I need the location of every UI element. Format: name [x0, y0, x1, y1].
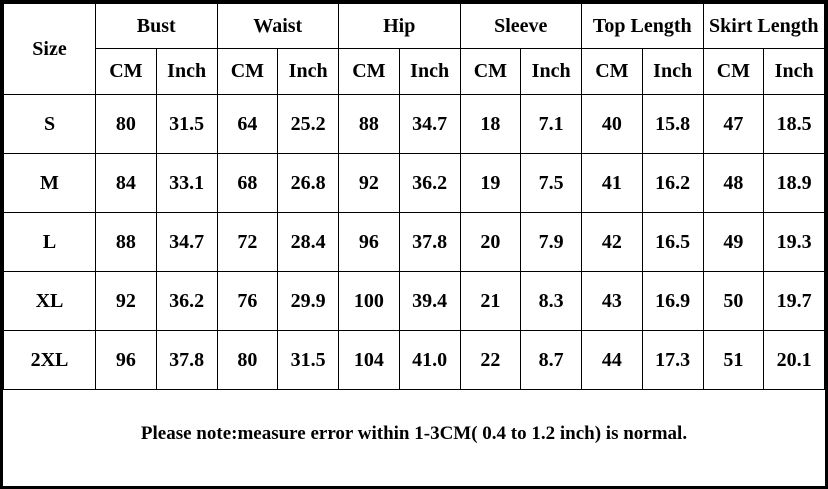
- unit-header: CM: [702, 48, 765, 95]
- value-cell: 34.7: [398, 94, 461, 154]
- value-cell: 88: [95, 212, 157, 272]
- unit-header: Inch: [398, 48, 461, 95]
- group-header: Hip: [338, 3, 461, 49]
- group-header: Bust: [95, 3, 218, 49]
- value-cell: 25.2: [277, 94, 339, 154]
- value-cell: 72: [216, 212, 279, 272]
- value-cell: 16.2: [641, 153, 704, 213]
- unit-header: CM: [581, 48, 643, 95]
- size-cell: 2XL: [3, 330, 96, 390]
- data-row: M 84 33.1 68 26.8 92 36.2 19 7.5 41 16.2 48 18.9: [3, 153, 825, 213]
- value-cell: 68: [216, 153, 279, 213]
- size-table: Size Bust Waist Hip Sleeve Top Length Skirt Le…: [3, 3, 825, 478]
- value-cell: 36.2: [155, 271, 218, 331]
- value-cell: 100: [338, 271, 400, 331]
- size-cell: XL: [3, 271, 96, 331]
- value-cell: 48: [702, 153, 765, 213]
- unit-header: CM: [95, 48, 157, 95]
- value-cell: 18: [459, 94, 522, 154]
- value-cell: 17.3: [641, 330, 704, 390]
- value-cell: 104: [338, 330, 400, 390]
- data-row: XL 92 36.2 76 29.9 100 39.4 21 8.3 43 16.9 50 19.7: [3, 271, 825, 331]
- value-cell: 34.7: [155, 212, 218, 272]
- size-cell: L: [3, 212, 96, 272]
- size-cell: M: [3, 153, 96, 213]
- value-cell: 64: [216, 94, 279, 154]
- value-cell: 7.9: [520, 212, 582, 272]
- value-cell: 8.3: [520, 271, 582, 331]
- value-cell: 33.1: [155, 153, 218, 213]
- unit-header: CM: [459, 48, 522, 95]
- value-cell: 92: [338, 153, 400, 213]
- unit-header: Inch: [155, 48, 218, 95]
- data-row: L 88 34.7 72 28.4 96 37.8 20 7.9 42 16.5 49 19.3: [3, 212, 825, 272]
- value-cell: 31.5: [155, 94, 218, 154]
- value-cell: 8.7: [520, 330, 582, 390]
- value-cell: 92: [95, 271, 157, 331]
- value-cell: 49: [702, 212, 765, 272]
- value-cell: 47: [702, 94, 765, 154]
- value-cell: 19.3: [763, 212, 825, 272]
- value-cell: 26.8: [277, 153, 339, 213]
- value-cell: 21: [459, 271, 522, 331]
- value-cell: 18.5: [763, 94, 825, 154]
- value-cell: 28.4: [277, 212, 339, 272]
- value-cell: 43: [581, 271, 643, 331]
- value-cell: 80: [216, 330, 279, 390]
- value-cell: 37.8: [398, 212, 461, 272]
- value-cell: 16.5: [641, 212, 704, 272]
- value-cell: 20.1: [763, 330, 825, 390]
- value-cell: 51: [702, 330, 765, 390]
- note: Please note:measure error within 1-3CM( …: [140, 423, 688, 444]
- value-cell: 40: [581, 94, 643, 154]
- value-cell: 42: [581, 212, 643, 272]
- value-cell: 19.7: [763, 271, 825, 331]
- value-cell: 7.5: [520, 153, 582, 213]
- unit-header: CM: [338, 48, 400, 95]
- value-cell: 80: [95, 94, 157, 154]
- value-cell: 96: [338, 212, 400, 272]
- group-header: Waist: [216, 3, 339, 49]
- value-cell: 29.9: [277, 271, 339, 331]
- value-cell: 39.4: [398, 271, 461, 331]
- value-cell: 16.9: [641, 271, 704, 331]
- value-cell: 36.2: [398, 153, 461, 213]
- unit-header: Inch: [520, 48, 582, 95]
- size-header: Size: [3, 3, 96, 95]
- value-cell: 76: [216, 271, 279, 331]
- header-row: Size Bust Waist Hip Sleeve Top Length Skirt Le…: [3, 3, 825, 95]
- value-cell: 50: [702, 271, 765, 331]
- value-cell: 96: [95, 330, 157, 390]
- data-row: 2XL 96 37.8 80 31.5 104 41.0 22 8.7 44 17.3 51 20.1: [3, 330, 825, 390]
- value-cell: 22: [459, 330, 522, 390]
- size-cell: S: [3, 94, 96, 154]
- value-cell: 41.0: [398, 330, 461, 390]
- unit-row: CM Inch CM Inch CM Inch CM Inch CM Inch CM Inch: [4, 48, 825, 95]
- value-cell: 19: [459, 153, 522, 213]
- value-cell: 41: [581, 153, 643, 213]
- group-header: Top Length: [581, 3, 704, 49]
- unit-header: Inch: [763, 48, 825, 95]
- value-cell: 44: [581, 330, 643, 390]
- value-cell: 15.8: [641, 94, 704, 154]
- note-row: Please note:measure error within 1-3CM( …: [4, 390, 825, 479]
- data-row: S 80 31.5 64 25.2 88 34.7 18 7.1 40 15.8 47 18.5: [3, 94, 825, 154]
- value-cell: 18.9: [763, 153, 825, 213]
- group-header: Sleeve: [459, 3, 582, 49]
- group-header: Skirt Length: [702, 3, 825, 49]
- value-cell: 31.5: [277, 330, 339, 390]
- value-cell: 88: [338, 94, 400, 154]
- value-cell: 20: [459, 212, 522, 272]
- unit-header: CM: [216, 48, 279, 95]
- value-cell: 7.1: [520, 94, 582, 154]
- unit-header: Inch: [641, 48, 704, 95]
- unit-header: Inch: [277, 48, 339, 95]
- value-cell: 37.8: [155, 330, 218, 390]
- value-cell: 84: [95, 153, 157, 213]
